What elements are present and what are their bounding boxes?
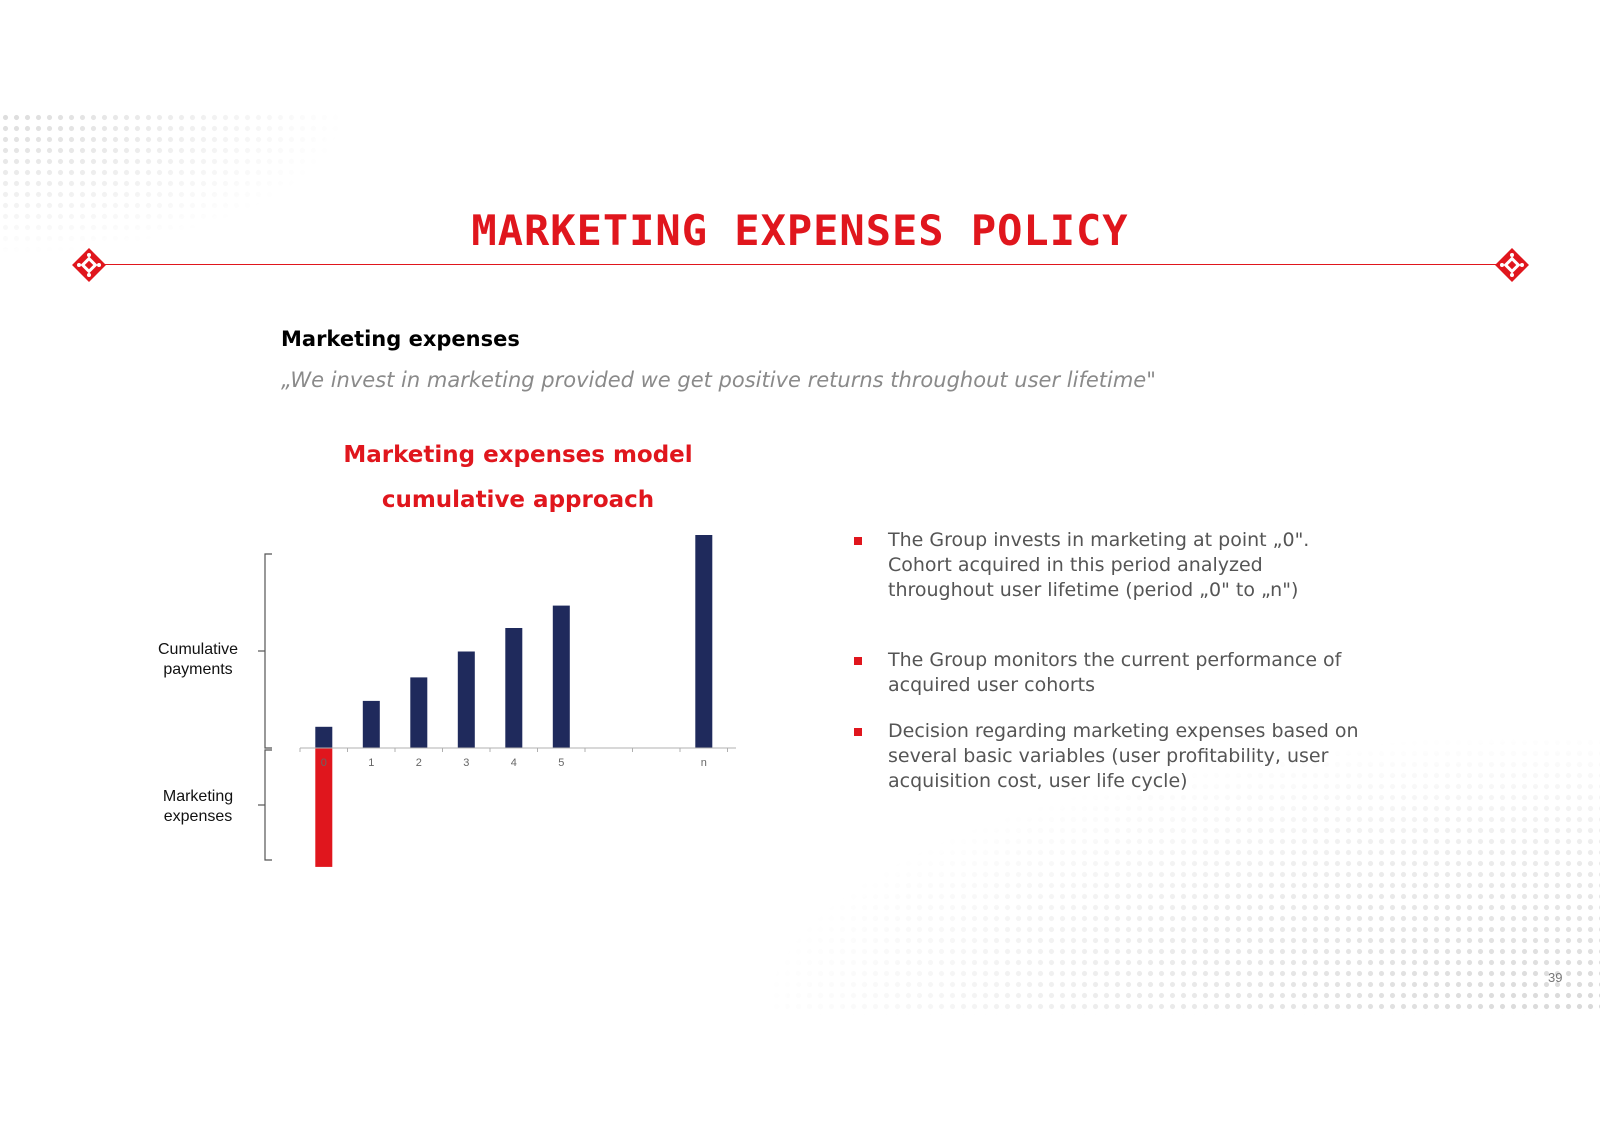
x-tick-label: 5 (558, 757, 564, 769)
bullet-item: The Group monitors the current performan… (850, 648, 1370, 698)
bullet-square-icon (854, 728, 862, 736)
page-number: 39 (1548, 970, 1563, 985)
payment-bar (505, 628, 523, 748)
bullet-text: Decision regarding marketing expenses ba… (888, 720, 1359, 792)
ornament-icon-right (1495, 248, 1529, 282)
bullet-square-icon (854, 537, 862, 545)
chart-title-line-2: cumulative approach (381, 487, 655, 513)
bullet-square-icon (854, 657, 862, 665)
lower-bracket (258, 749, 272, 861)
x-tick-label: n (701, 757, 707, 769)
cumulative-payments-label-line-2: payments (163, 661, 233, 678)
x-tick-label: 2 (416, 757, 422, 769)
chart-title: Marketing expenses model cumulative appr… (300, 433, 736, 523)
payment-bar (552, 605, 570, 748)
payment-bar (315, 726, 333, 748)
expense-bar (315, 748, 333, 867)
marketing-expenses-label: Marketing expenses (138, 787, 258, 827)
payment-bar (410, 677, 428, 748)
slide-title: Marketing expenses policy (471, 206, 1129, 255)
ornament-icon-left (72, 248, 106, 282)
section-heading: Marketing expenses (281, 327, 520, 351)
bullet-text: The Group invests in marketing at point … (888, 529, 1310, 601)
cumulative-payments-label: Cumulative payments (138, 640, 258, 680)
marketing-expenses-label-line-1: Marketing (162, 788, 234, 805)
marketing-expenses-label-line-2: expenses (163, 808, 233, 825)
x-tick-label: 3 (463, 757, 469, 769)
bullet-item: Decision regarding marketing expenses ba… (850, 719, 1370, 794)
title-divider (90, 264, 1510, 265)
payment-bar (362, 700, 380, 748)
payment-bar (695, 535, 713, 748)
bullet-item: The Group invests in marketing at point … (850, 528, 1370, 603)
cumulative-payments-label-line-1: Cumulative (157, 641, 239, 658)
x-tick-label: 4 (511, 757, 517, 769)
x-tick-label: 0 (321, 757, 327, 769)
chart-title-line-1: Marketing expenses model (343, 442, 693, 468)
payment-bar (457, 651, 475, 748)
x-tick-label: 1 (368, 757, 374, 769)
bullet-text: The Group monitors the current performan… (888, 649, 1342, 696)
policy-quote: „We invest in marketing provided we get … (281, 368, 1156, 392)
upper-bracket (258, 553, 272, 749)
marketing-expenses-chart: 0 1 2 3 4 5 n (258, 535, 736, 867)
